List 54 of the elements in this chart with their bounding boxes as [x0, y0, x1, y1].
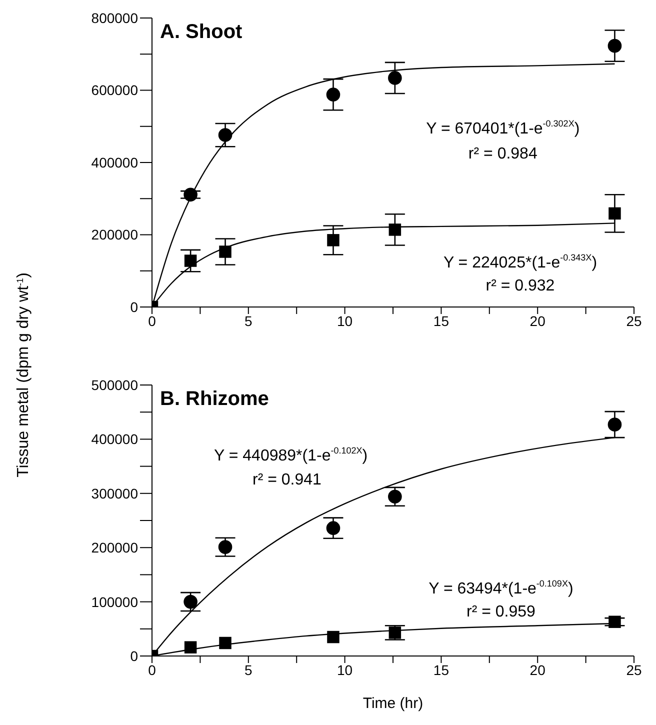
x-tick-label: 0	[148, 312, 156, 329]
x-tick-label: 25	[626, 662, 642, 678]
annotation: r² = 0.941	[252, 470, 322, 488]
point	[388, 224, 402, 236]
x-axis-title: Time (hr)	[362, 695, 424, 712]
point	[608, 616, 621, 628]
annotation: r² = 0.932	[486, 277, 555, 294]
annotation: Y = 63494*(1-e$^{-0.109X}$)	[428, 578, 574, 597]
y-tick-label: 200000	[91, 540, 138, 556]
chart-title: B. Rhizome	[160, 388, 269, 410]
y-tick-label: 400000	[91, 154, 138, 170]
y-tick-label: 400000	[91, 431, 138, 448]
point	[184, 188, 198, 202]
chart-title: A. Shoot	[160, 21, 243, 43]
point	[326, 88, 340, 102]
point	[184, 594, 198, 609]
y-tick-label: 200000	[91, 226, 138, 243]
y-tick-label: 300000	[91, 485, 138, 502]
point	[219, 246, 232, 258]
point	[388, 71, 402, 85]
y-tick-label: 0	[130, 298, 138, 315]
y-tick-label: 100000	[91, 594, 138, 610]
x-tick-label: 10	[337, 662, 353, 678]
annotation: r² = 0.984	[468, 144, 538, 162]
point	[608, 207, 621, 220]
x-tick-label: 15	[433, 312, 450, 329]
point	[184, 641, 197, 654]
x-tick-label: 5	[244, 312, 252, 329]
annotation: Y = 440989*(1-e$^{-0.102X}$)	[214, 445, 368, 464]
point	[218, 540, 232, 554]
point	[388, 490, 402, 504]
y-tick-label: 0	[130, 648, 138, 664]
point	[218, 128, 232, 142]
point	[388, 626, 402, 639]
x-tick-label: 15	[433, 662, 450, 678]
x-tick-label: 25	[626, 312, 642, 329]
annotation: r² = 0.959	[466, 603, 536, 620]
y-tick-label: 500000	[91, 376, 138, 393]
x-tick-label: 20	[530, 312, 546, 329]
annotation: Y = 670401*(1-e$^{-0.302X}$)	[426, 118, 580, 138]
point	[184, 254, 197, 267]
x-tick-label: 10	[337, 312, 353, 329]
point	[219, 636, 232, 650]
point	[327, 234, 340, 246]
point	[608, 418, 622, 432]
x-tick-label: 20	[530, 662, 546, 678]
y-tick-label: 600000	[91, 82, 138, 98]
point	[608, 38, 622, 53]
x-tick-label: 0	[148, 662, 156, 678]
point	[326, 521, 340, 535]
annotation: Y = 224025*(1-e$^{-0.343X}$)	[443, 252, 598, 272]
point	[327, 630, 340, 644]
x-tick-label: 5	[244, 662, 252, 678]
y-tick-label: 800000	[91, 10, 138, 26]
